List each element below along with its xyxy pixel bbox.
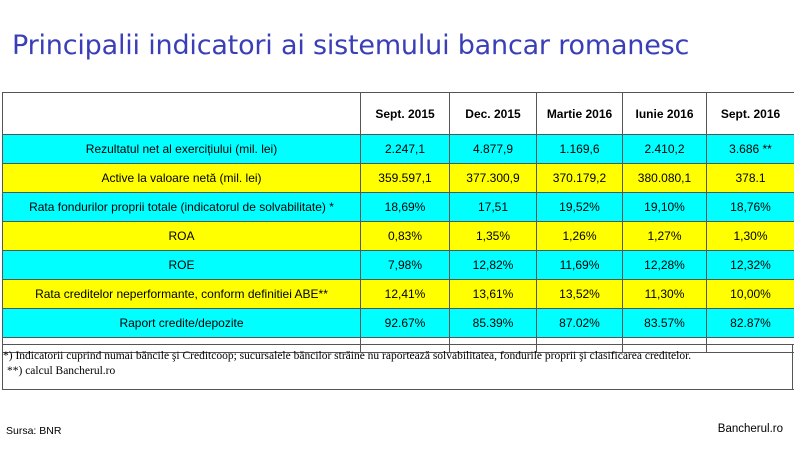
row-label: Rata creditelor neperformante, conform d… xyxy=(2,279,361,309)
row-value: 10,00% xyxy=(706,279,794,309)
row-label: ROE xyxy=(2,250,361,280)
row-value: 13,61% xyxy=(449,279,537,309)
table-row: Active la valoare netă (mil. lei) 359.597… xyxy=(2,163,794,193)
row-value: 7,98% xyxy=(360,250,450,280)
header-cell-iunie-2016: Iunie 2016 xyxy=(622,92,707,135)
footnote-1: *) Indicatorii cuprind numai băncile şi … xyxy=(3,350,692,362)
spacer-row xyxy=(2,337,794,353)
row-value: 87.02% xyxy=(536,308,623,338)
footnote-2: **) calcul Bancherul.ro xyxy=(7,365,116,377)
row-value: 19,52% xyxy=(536,192,623,222)
table-row: Rata creditelor neperformante, conform d… xyxy=(2,279,794,309)
row-value: 17,51 xyxy=(449,192,537,222)
row-value: 18,76% xyxy=(706,192,794,222)
row-value: 18,69% xyxy=(360,192,450,222)
spacer-cell xyxy=(706,337,794,353)
table-row: Raport credite/depozite 92.67% 85.39% 87.02… xyxy=(2,308,794,338)
row-value: 12,28% xyxy=(622,250,707,280)
row-value: 370.179,2 xyxy=(536,163,623,193)
row-value: 0,83% xyxy=(360,221,450,251)
row-value: 11,30% xyxy=(622,279,707,309)
row-value: 377.300,9 xyxy=(449,163,537,193)
spacer-cell xyxy=(622,337,707,353)
row-value: 13,52% xyxy=(536,279,623,309)
row-label: Active la valoare netă (mil. lei) xyxy=(2,163,361,193)
row-value: 2.410,2 xyxy=(622,134,707,164)
row-value: 3.686 ** xyxy=(706,134,794,164)
row-label: ROA xyxy=(2,221,361,251)
row-value: 359.597,1 xyxy=(360,163,450,193)
row-value: 12,32% xyxy=(706,250,794,280)
table-header-row: Sept. 2015 Dec. 2015 Martie 2016 Iunie 2… xyxy=(2,92,794,135)
indicators-table: Sept. 2015 Dec. 2015 Martie 2016 Iunie 2… xyxy=(2,92,794,353)
table-row: Rata fondurilor proprii totale (indicato… xyxy=(2,192,794,222)
spacer-cell xyxy=(449,337,537,353)
row-value: 82.87% xyxy=(706,308,794,338)
row-value: 85.39% xyxy=(449,308,537,338)
row-value: 83.57% xyxy=(622,308,707,338)
row-value: 12,41% xyxy=(360,279,450,309)
row-value: 1,35% xyxy=(449,221,537,251)
header-cell-martie-2016: Martie 2016 xyxy=(536,92,623,135)
table-row: Rezultatul net al exercițiului (mil. lei… xyxy=(2,134,794,164)
header-cell-sept-2016: Sept. 2016 xyxy=(706,92,794,135)
row-value: 1.169,6 xyxy=(536,134,623,164)
brand-label: Bancherul.ro xyxy=(717,423,783,435)
source-label: Sursa: BNR xyxy=(6,425,62,437)
row-value: 2.247,1 xyxy=(360,134,450,164)
row-value: 12,82% xyxy=(449,250,537,280)
footnotes: *) Indicatorii cuprind numai băncile şi … xyxy=(2,344,794,390)
row-value: 19,10% xyxy=(622,192,707,222)
table-row: ROE 7,98% 12,82% 11,69% 12,28% 12,32% xyxy=(2,250,794,280)
row-value: 1,26% xyxy=(536,221,623,251)
page-title: Principalii indicatori ai sistemului ban… xyxy=(12,30,690,61)
row-value: 1,30% xyxy=(706,221,794,251)
spacer-cell xyxy=(360,337,450,353)
row-label: Rata fondurilor proprii totale (indicato… xyxy=(2,192,361,222)
row-label: Rezultatul net al exercițiului (mil. lei… xyxy=(2,134,361,164)
notes-left-border xyxy=(2,345,3,389)
row-value: 1,27% xyxy=(622,221,707,251)
table-row: ROA 0,83% 1,35% 1,26% 1,27% 1,30% xyxy=(2,221,794,251)
header-cell-dec-2015: Dec. 2015 xyxy=(449,92,537,135)
row-value: 380.080,1 xyxy=(622,163,707,193)
notes-right-border xyxy=(792,345,793,389)
row-value: 4.877,9 xyxy=(449,134,537,164)
spacer-cell xyxy=(536,337,623,353)
row-value: 11,69% xyxy=(536,250,623,280)
header-cell-sept-2015: Sept. 2015 xyxy=(360,92,450,135)
row-label: Raport credite/depozite xyxy=(2,308,361,338)
row-value: 92.67% xyxy=(360,308,450,338)
spacer-cell xyxy=(2,337,361,353)
row-value: 378.1 xyxy=(706,163,794,193)
header-cell-indicator xyxy=(2,92,361,135)
